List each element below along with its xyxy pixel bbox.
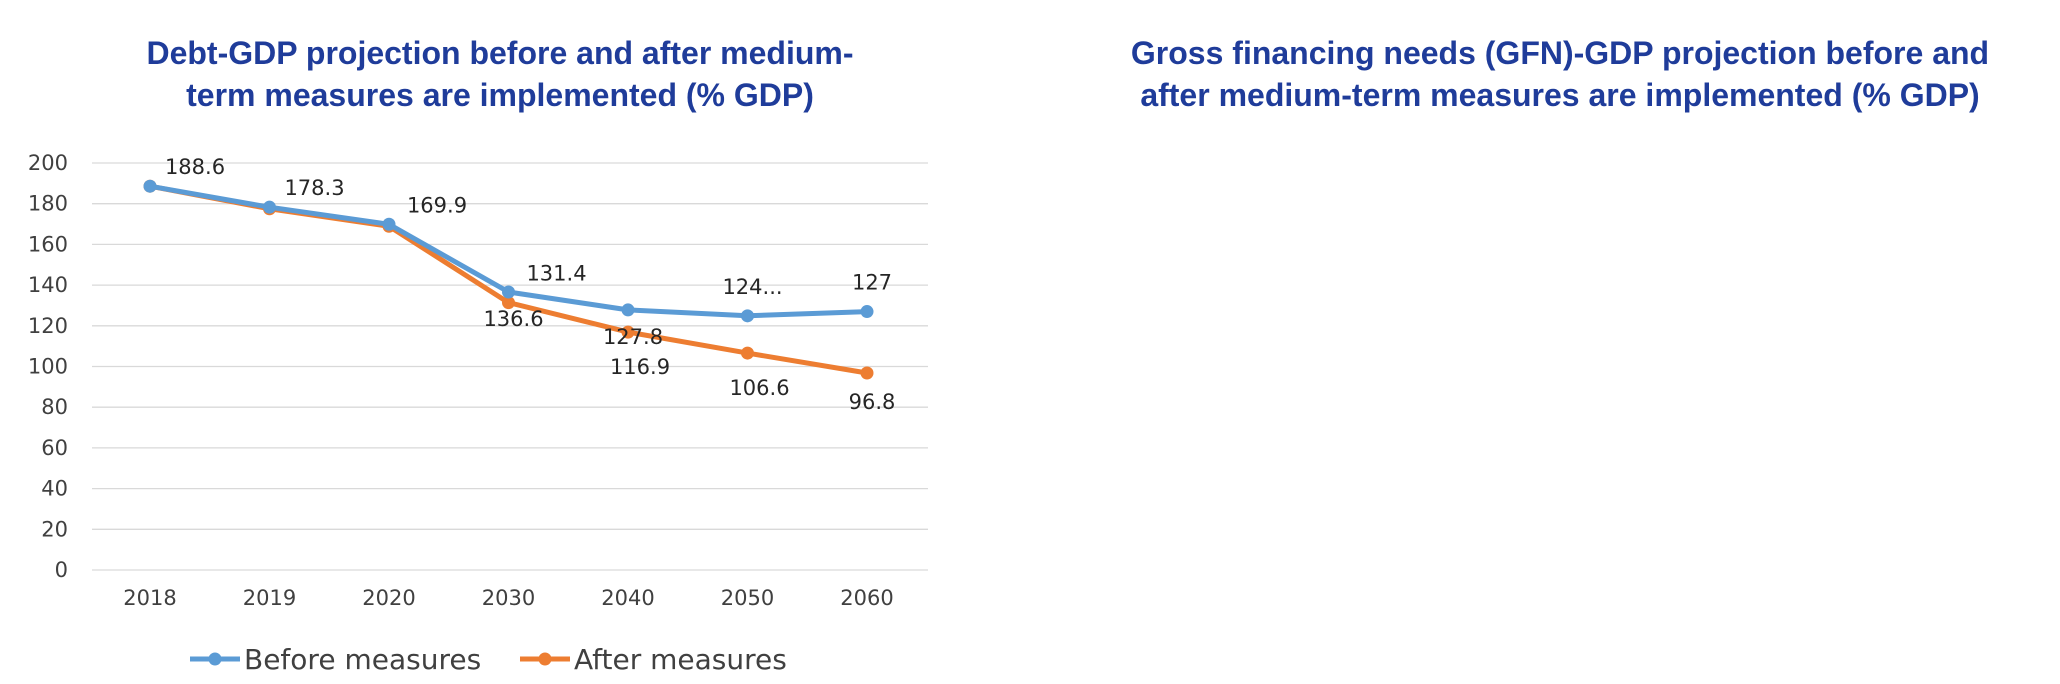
x-tick-label: 2060	[840, 586, 893, 610]
y-tick-label: 200	[28, 151, 68, 175]
data-label-after: 96.8	[849, 390, 896, 414]
data-point-before	[143, 179, 157, 193]
data-label-after: 131.4	[526, 262, 586, 286]
data-point-after	[860, 366, 874, 380]
data-point-after	[502, 296, 515, 310]
data-label-before: 136.6	[483, 307, 543, 331]
data-label-after: 106.6	[729, 376, 789, 400]
data-label-before: 124...	[722, 275, 782, 299]
y-tick-label: 180	[28, 192, 68, 216]
legend-label-after: After measures	[574, 643, 787, 676]
x-tick-label: 2020	[362, 586, 415, 610]
y-tick-label: 120	[28, 314, 68, 338]
chart-title-line-2: after medium-term measures are implement…	[1140, 77, 1980, 113]
gfn-gdp-line-chart: 0510152025302018201920202030204020502060…	[1030, 0, 2060, 684]
data-point-after	[741, 346, 754, 360]
chart-title: Gross financing needs (GFN)-GDP projecti…	[1060, 32, 2060, 116]
x-tick-label: 2040	[601, 586, 654, 610]
data-label-before: 188.6	[165, 155, 225, 179]
chart-title-line-2: term measures are implemented (% GDP)	[186, 77, 814, 113]
data-point-before	[860, 305, 874, 319]
x-tick-label: 2018	[123, 586, 176, 610]
y-tick-label: 20	[41, 517, 68, 541]
debt-gdp-chart-panel: Debt-GDP projection before and after med…	[28, 32, 960, 676]
data-label-before: 169.9	[407, 193, 467, 217]
legend-label-before: Before measures	[244, 643, 481, 676]
chart-title: Debt-GDP projection before and after med…	[40, 32, 960, 116]
y-tick-label: 100	[28, 355, 68, 379]
data-point-before	[741, 309, 754, 323]
data-point-before	[263, 200, 276, 214]
gfn-gdp-chart-panel: Gross financing needs (GFN)-GDP projecti…	[1030, 0, 2060, 684]
data-label-before: 127	[852, 271, 892, 295]
data-point-before	[621, 303, 635, 317]
data-point-after	[621, 325, 635, 339]
y-tick-label: 0	[55, 558, 68, 582]
x-tick-label: 2019	[243, 586, 296, 610]
y-tick-label: 60	[41, 436, 68, 460]
data-label-after: 116.9	[610, 355, 670, 379]
x-tick-label: 2050	[721, 586, 774, 610]
y-tick-label: 160	[28, 232, 68, 256]
chart-title-line-1: Gross financing needs (GFN)-GDP projecti…	[1130, 35, 1990, 71]
chart-title-line-1: Debt-GDP projection before and after med…	[146, 35, 854, 71]
data-label-before: 178.3	[284, 176, 344, 200]
y-tick-label: 140	[28, 273, 68, 297]
data-point-before	[502, 285, 515, 299]
y-tick-label: 40	[41, 477, 68, 501]
x-tick-label: 2030	[482, 586, 535, 610]
data-label-before: 127.8	[603, 325, 663, 349]
data-point-before	[382, 217, 396, 231]
legend-marker-before	[208, 652, 222, 666]
y-tick-label: 80	[41, 395, 68, 419]
legend-marker-after	[538, 652, 552, 666]
